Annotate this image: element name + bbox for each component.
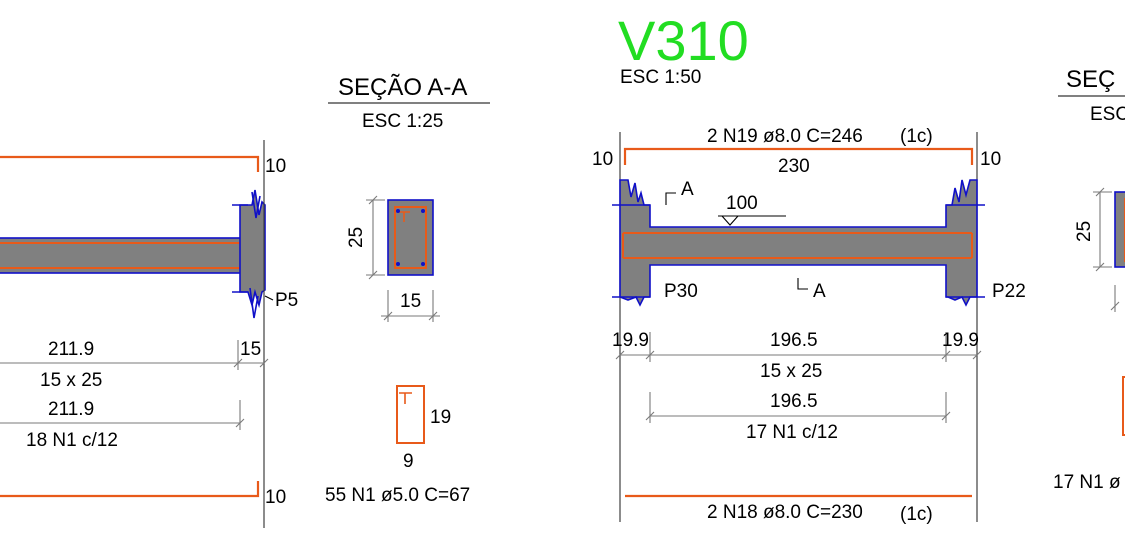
left-support-column [239, 189, 266, 309]
stirrup-width: 9 [403, 451, 414, 472]
section-right-stirrup-spec: 17 N1 ø [1053, 472, 1121, 493]
support-right-label: P22 [992, 281, 1026, 302]
left-top-hook-label: 10 [265, 156, 286, 177]
section-mark-bottom: A [813, 281, 826, 302]
section-right-height: 25 [1074, 221, 1095, 242]
v310-section-size: 15 x 25 [760, 361, 822, 382]
beam-v310: V310 ESC 1:50 2 N19 ø8.0 C=246 (1c) 230 … [592, 9, 1026, 525]
left-support-width: 15 [240, 339, 261, 360]
section-left-stirrup-spec: 55 N1 ø5.0 C=67 [325, 485, 470, 506]
support-left-label: P30 [664, 281, 698, 302]
section-left-height: 25 [346, 227, 367, 248]
right-support-dim: 19.9 [942, 330, 979, 351]
left-section-size: 15 x 25 [40, 370, 102, 391]
hook-right-label: 10 [980, 149, 1001, 170]
section-right-scale: ESC [1090, 104, 1125, 125]
left-beam-elevation: 10 P5 211.9 15 15 x 25 211.9 18 N1 c/12 … [0, 140, 298, 528]
section-left-stirrup [394, 206, 427, 269]
section-right-title: SEÇ [1066, 66, 1115, 93]
clear-span-dim: 196.5 [770, 330, 818, 351]
section-left-title: SEÇÃO A-A [338, 74, 467, 101]
top-bar-layer: (1c) [900, 126, 933, 147]
beam-scale: ESC 1:50 [620, 67, 701, 88]
left-span-length: 211.9 [48, 339, 94, 360]
left-stirrup-span: 211.9 [48, 399, 94, 420]
left-support-break [232, 204, 248, 293]
stirrup-shape [396, 385, 425, 444]
stirrup-height: 19 [430, 407, 451, 428]
left-support-label: P5 [275, 290, 298, 311]
slab-level: 100 [726, 193, 758, 214]
section-mark-top: A [681, 179, 694, 200]
top-bar [623, 147, 974, 165]
left-top-bar [0, 155, 260, 172]
section-left-scale: ESC 1:25 [362, 111, 443, 132]
hook-left-label: 10 [592, 149, 613, 170]
section-right-concrete [1114, 191, 1125, 268]
v310-stirrup-span: 196.5 [770, 391, 818, 412]
v310-stirrup-spec: 17 N1 c/12 [746, 422, 838, 443]
section-right-partial: SEÇ ESC 25 17 N1 ø [1053, 66, 1125, 493]
section-a-a: SEÇÃO A-A ESC 1:25 25 15 19 9 55 N1 ø5.0… [325, 74, 490, 506]
bottom-bar-spec: 2 N18 ø8.0 C=230 [707, 502, 863, 523]
left-support-dim: 19.9 [612, 330, 649, 351]
left-stirrup-spec: 18 N1 c/12 [26, 430, 118, 451]
section-left-width: 15 [400, 291, 421, 312]
left-bottom-bar [0, 481, 260, 498]
bottom-bar-layer: (1c) [900, 504, 933, 525]
top-bar-length: 230 [778, 156, 810, 177]
left-bottom-hook-label: 10 [265, 487, 286, 508]
beam-name: V310 [618, 9, 749, 72]
top-bar-spec: 2 N19 ø8.0 C=246 [707, 126, 863, 147]
